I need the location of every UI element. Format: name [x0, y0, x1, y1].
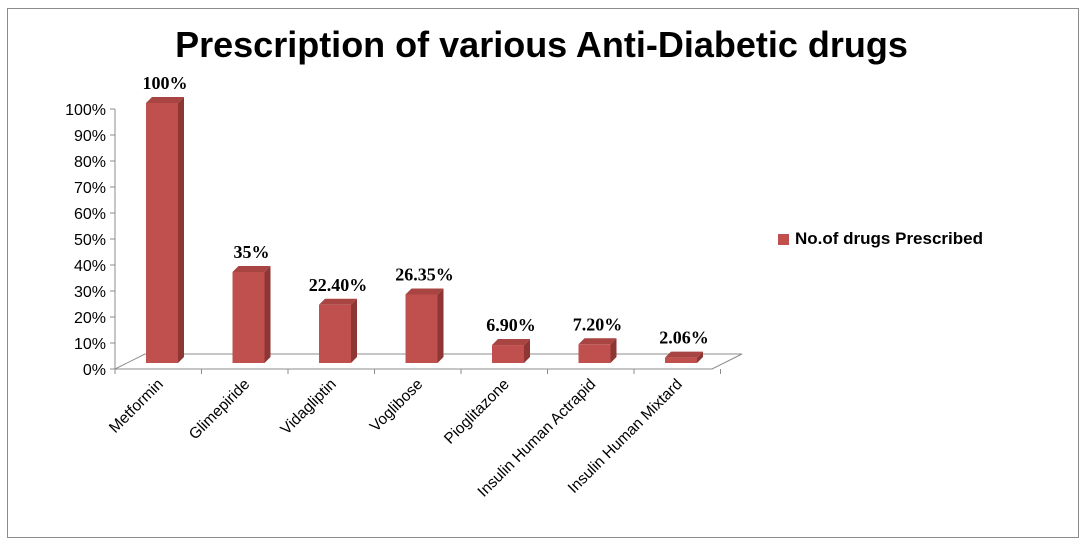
bar-side [264, 266, 271, 363]
data-label: 22.40% [309, 275, 368, 295]
bar-top [492, 339, 530, 346]
legend-label: No.of drugs Prescribed [795, 229, 983, 248]
data-label: 6.90% [486, 315, 536, 335]
bar-side [437, 288, 444, 363]
data-label: 7.20% [573, 314, 623, 334]
bar-top [578, 338, 617, 345]
bar [319, 298, 357, 363]
bar-top [146, 97, 184, 103]
y-tick-label: 90% [74, 128, 106, 145]
category-label: Voglibose [367, 376, 427, 436]
data-label: 35% [234, 242, 270, 262]
bar-top [405, 288, 444, 295]
bar-front [492, 345, 524, 363]
bar [665, 351, 703, 363]
y-tick-label: 80% [74, 154, 106, 171]
category-label: Pioglitazone [441, 376, 513, 448]
y-tick-label: 60% [74, 206, 106, 223]
legend-swatch [778, 233, 789, 245]
bar-side [178, 97, 184, 363]
bar [492, 339, 530, 363]
bar-top [232, 266, 271, 272]
bar-front [665, 357, 697, 363]
data-label: 2.06% [659, 328, 709, 348]
chart-legend: No.of drugs Prescribed [778, 229, 983, 249]
y-tick-label: 40% [74, 258, 106, 275]
category-label: Vidagliptin [277, 376, 339, 438]
bar-front [319, 304, 351, 363]
bar-side [610, 338, 617, 363]
y-tick-label: 50% [74, 232, 106, 249]
y-tick-label: 30% [74, 284, 106, 301]
bar-front [232, 272, 265, 363]
chart-frame [7, 8, 1079, 538]
bar-front [405, 294, 438, 363]
bar-side [697, 351, 703, 363]
y-tick-label: 100% [65, 102, 106, 119]
y-tick-label: 70% [74, 180, 106, 197]
data-label: 26.35% [395, 264, 454, 284]
category-label: Metformin [106, 376, 167, 437]
bar [578, 338, 617, 363]
data-label: 100% [143, 73, 188, 93]
bar-side [351, 298, 357, 363]
bar [405, 288, 444, 363]
bar-side [524, 339, 530, 363]
bar-top [665, 351, 703, 358]
bar [232, 266, 271, 363]
y-tick-label: 20% [74, 310, 106, 327]
bar-top [319, 298, 357, 305]
y-tick-label: 0% [83, 362, 106, 379]
bar-front [578, 344, 611, 363]
bar [146, 97, 184, 363]
category-label: Glimepiride [186, 376, 253, 443]
chart-title: Prescription of various Anti-Diabetic dr… [175, 24, 908, 65]
bar-front [146, 103, 178, 363]
y-tick-label: 10% [74, 336, 106, 353]
